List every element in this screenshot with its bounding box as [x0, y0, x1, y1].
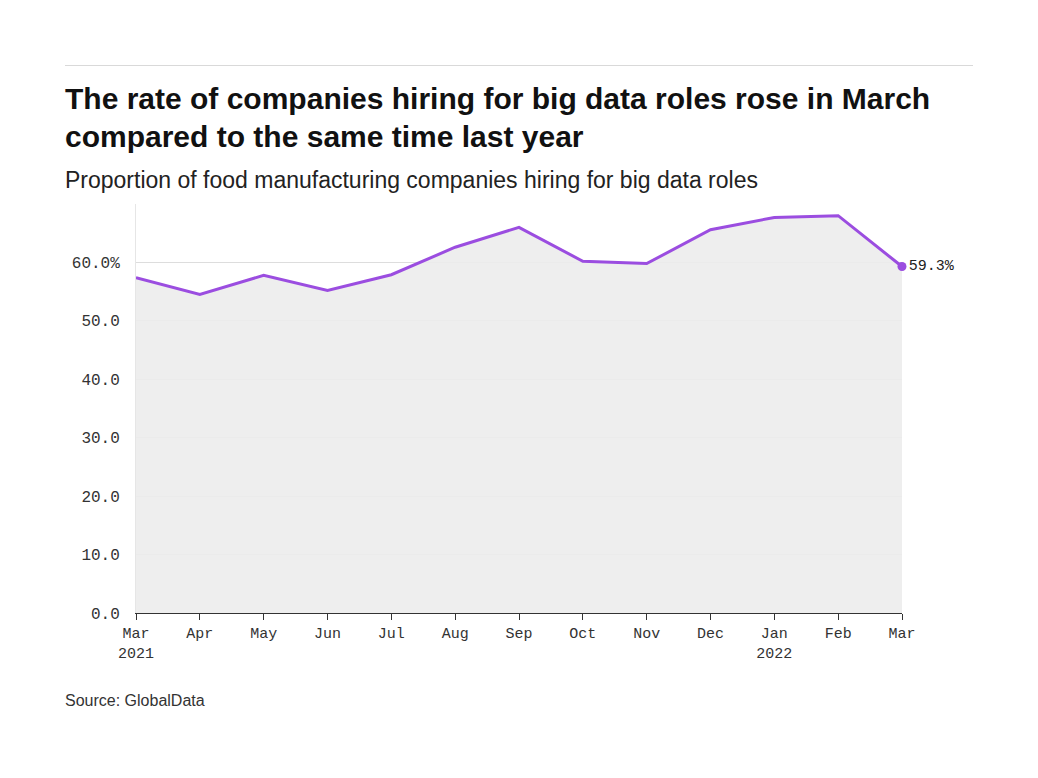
- svg-text:Mar2021: Mar2021: [118, 626, 154, 663]
- svg-text:Aug: Aug: [442, 626, 469, 643]
- svg-text:40.0: 40.0: [81, 372, 119, 390]
- svg-text:30.0: 30.0: [81, 430, 119, 448]
- svg-text:10.0: 10.0: [81, 547, 119, 565]
- svg-text:Sep: Sep: [505, 626, 532, 643]
- svg-text:Mar: Mar: [888, 626, 915, 643]
- svg-text:0.0: 0.0: [91, 606, 120, 624]
- svg-text:Dec: Dec: [697, 626, 724, 643]
- svg-text:Jan2022: Jan2022: [756, 626, 792, 663]
- svg-text:20.0: 20.0: [81, 489, 119, 507]
- html-text:The rate of companies hiring f: The rate of companies hiring for big dat…: [65, 82, 931, 153]
- svg-text:59.3%: 59.3%: [909, 258, 955, 275]
- svg-text:May: May: [250, 626, 277, 643]
- svg-text:Oct: Oct: [569, 626, 596, 643]
- svg-text:60.0%: 60.0%: [72, 255, 120, 273]
- svg-text:Jul: Jul: [378, 626, 405, 643]
- svg-text:50.0: 50.0: [81, 313, 119, 331]
- svg-text:Feb: Feb: [825, 626, 852, 643]
- html-text:Proportion of food manufacturi: Proportion of food manufacturing compani…: [65, 167, 758, 193]
- svg-text:Jun: Jun: [314, 626, 341, 643]
- svg-text:Apr: Apr: [186, 626, 213, 643]
- svg-text:Nov: Nov: [633, 626, 660, 643]
- html-text:Source: GlobalData: Source: GlobalData: [65, 692, 205, 709]
